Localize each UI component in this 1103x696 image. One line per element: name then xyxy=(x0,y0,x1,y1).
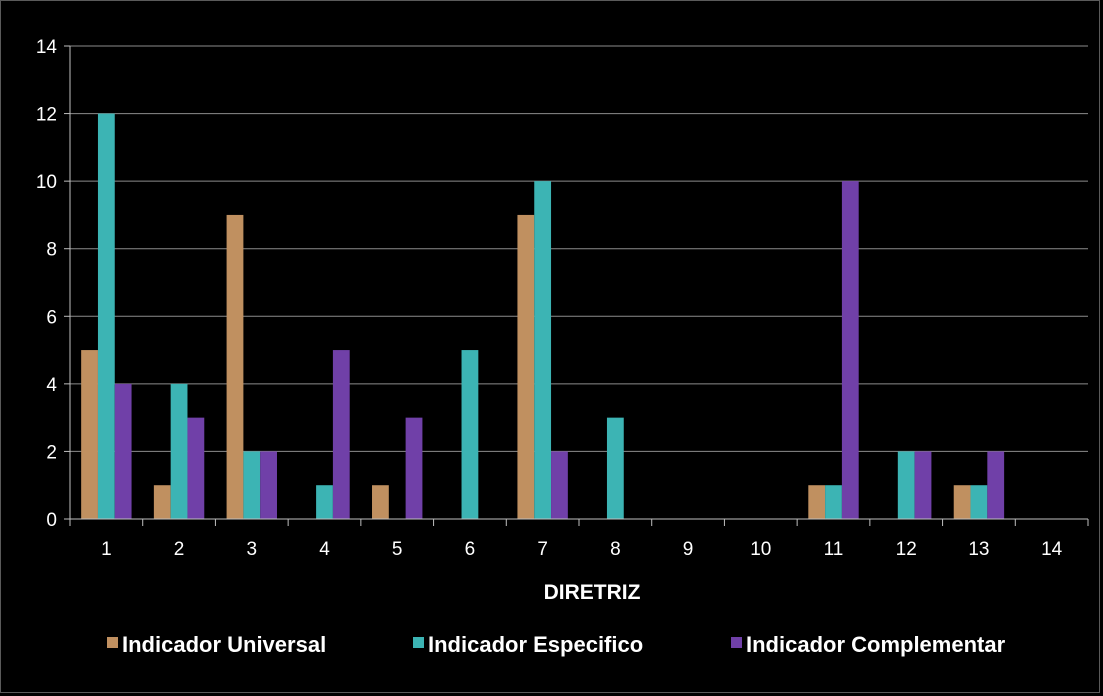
bar-indicador-complementar-12 xyxy=(914,451,932,519)
bar-indicador-especifico-8 xyxy=(606,417,624,519)
bar-indicador-universal-5 xyxy=(372,485,389,519)
bar-indicador-universal-13 xyxy=(953,485,971,519)
y-tick-label: 4 xyxy=(46,375,57,396)
bar-indicador-complementar-2 xyxy=(187,417,205,519)
bar-indicador-especifico-11 xyxy=(825,485,842,519)
bar-indicador-especifico-7 xyxy=(534,181,552,519)
bar-indicador-especifico-2 xyxy=(170,383,188,519)
bar-indicador-complementar-3 xyxy=(260,451,277,519)
series-indicador-complementar xyxy=(114,181,1005,519)
x-tick-label: 9 xyxy=(683,539,694,560)
x-tick-label: 6 xyxy=(465,539,476,560)
y-tick-label: 12 xyxy=(36,105,57,126)
x-tick-label: 5 xyxy=(392,539,403,560)
axes xyxy=(69,46,1089,526)
y-tick-label: 14 xyxy=(36,37,58,58)
x-tick-label: 10 xyxy=(750,539,771,560)
bar-indicador-universal-2 xyxy=(153,485,171,519)
bar-indicador-complementar-7 xyxy=(551,451,568,519)
bar-indicador-universal-11 xyxy=(808,485,826,519)
x-tick-label: 4 xyxy=(319,539,330,560)
bar-indicador-universal-3 xyxy=(226,214,244,519)
bar-indicador-universal-7 xyxy=(517,214,535,519)
bar-indicador-universal-1 xyxy=(81,350,98,519)
x-tick-label: 7 xyxy=(537,539,548,560)
legend-swatch xyxy=(731,637,742,648)
legend-label: Indicador Especifico xyxy=(428,632,643,657)
x-tick-label: 13 xyxy=(968,539,989,560)
y-tick-label: 0 xyxy=(46,510,57,531)
bar-indicador-complementar-5 xyxy=(405,417,423,519)
bar-indicador-especifico-1 xyxy=(97,113,115,520)
series-indicador-especifico xyxy=(97,113,988,520)
legend-swatch xyxy=(413,637,424,648)
series-indicador-universal xyxy=(81,214,971,519)
legend-label: Indicador Universal xyxy=(122,632,326,657)
x-tick-label: 8 xyxy=(610,539,621,560)
legend-item-indicador-universal: Indicador Universal xyxy=(107,632,326,657)
legend-item-indicador-complementar: Indicador Complementar xyxy=(731,632,1006,657)
bar-indicador-especifico-6 xyxy=(461,350,479,519)
y-tick-label: 10 xyxy=(36,172,57,193)
legend-swatch xyxy=(107,637,118,648)
x-tick-label: 12 xyxy=(896,539,917,560)
bar-indicador-especifico-13 xyxy=(970,485,988,519)
x-axis-title: DIRETRIZ xyxy=(544,581,641,604)
y-tick-label: 8 xyxy=(46,240,57,261)
x-tick-label: 11 xyxy=(824,539,844,560)
gridlines xyxy=(64,45,1088,520)
bar-indicador-especifico-4 xyxy=(316,485,333,519)
bar-indicador-complementar-4 xyxy=(332,350,350,519)
x-tick-label: 1 xyxy=(101,539,112,560)
bars xyxy=(81,113,1005,520)
bar-indicador-complementar-13 xyxy=(987,451,1005,519)
legend: Indicador Universal Indicador Especifico I… xyxy=(107,632,1006,657)
bar-indicador-especifico-12 xyxy=(897,451,915,519)
legend-label: Indicador Complementar xyxy=(746,632,1006,657)
x-tick-labels: 1 2 3 4 5 6 7 8 9 10 11 12 13 14 xyxy=(101,539,1063,560)
bar-indicador-complementar-11 xyxy=(841,181,859,519)
y-tick-label: 2 xyxy=(46,442,57,463)
x-tick-label: 14 xyxy=(1041,539,1063,560)
y-tick-label: 6 xyxy=(46,307,57,328)
x-tick-label: 3 xyxy=(246,539,257,560)
x-tick-label: 2 xyxy=(174,539,185,560)
bar-indicador-especifico-3 xyxy=(243,451,261,519)
bar-indicador-complementar-1 xyxy=(114,383,132,519)
y-tick-labels: 0 2 4 6 8 10 12 14 xyxy=(36,37,58,531)
legend-item-indicador-especifico: Indicador Especifico xyxy=(413,632,643,657)
